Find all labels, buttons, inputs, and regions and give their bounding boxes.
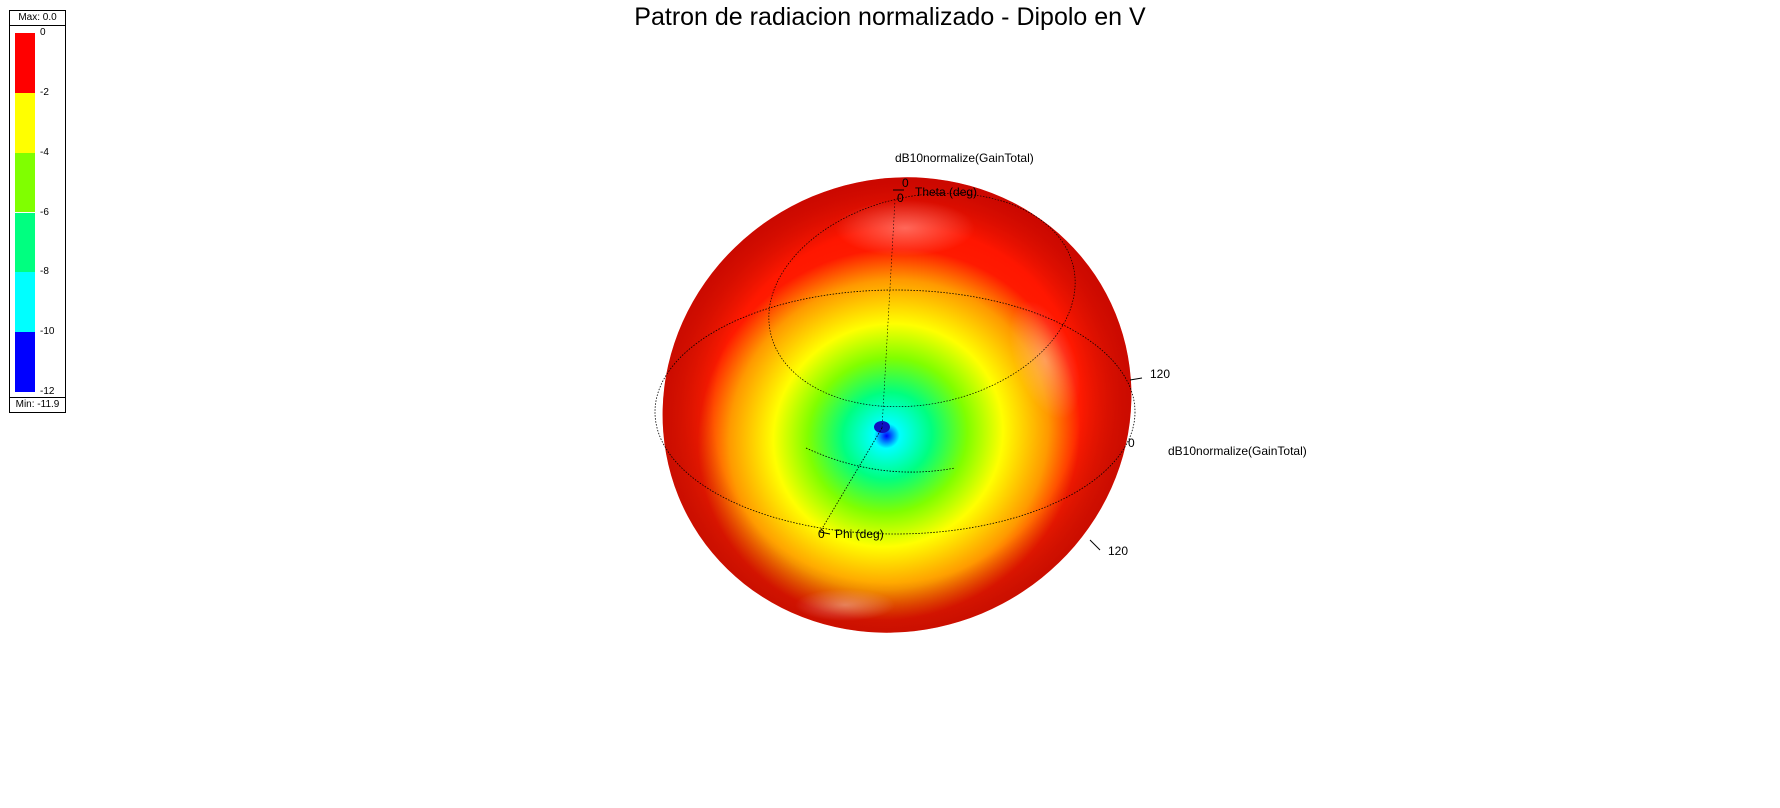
- ring-tick-label-bottom: 120: [1108, 544, 1128, 558]
- colorbar-tick-label: -4: [40, 146, 49, 158]
- tick-mark-phi: [819, 531, 831, 535]
- colorbar-tick-label: -12: [40, 386, 55, 397]
- colorbar-band: [15, 92, 35, 153]
- phi-zero-tick-label: 0: [818, 527, 825, 541]
- colorbar-band: [15, 33, 35, 93]
- phi-reference-ring: [654, 289, 1136, 535]
- radiation-lobe-shading: [662, 177, 1132, 633]
- theta-zero-tick-label: 0: [902, 176, 909, 190]
- phi-axis-label: Phi (deg): [835, 527, 884, 541]
- lobe-highlight-top: [835, 200, 975, 256]
- theta-inner-tick-label: 0: [897, 191, 904, 205]
- theta-reference-ring: [768, 192, 1076, 408]
- ring-tick-label-right: 120: [1150, 367, 1170, 381]
- phi-axis-line: [819, 427, 883, 533]
- colorbar-band: [15, 152, 35, 213]
- colorbar-band: [15, 332, 35, 392]
- theta-quantity-label: dB10normalize(GainTotal): [895, 151, 1034, 165]
- colorbar-max-label: Max: 0.0: [10, 11, 65, 26]
- ring-zero-tick-label: 0: [1128, 436, 1135, 450]
- lobe-highlight-bottom: [795, 589, 895, 621]
- colorbar-tick-label: 0: [40, 27, 46, 38]
- colorbar-min-label: Min: -11.9: [10, 397, 65, 412]
- chart-title: Patron de radiacion normalizado - Dipolo…: [634, 3, 1146, 31]
- tick-mark-right-120: [1129, 377, 1143, 381]
- colorbar-tick-label: -6: [40, 206, 49, 218]
- tick-mark-bottom-120: [1089, 539, 1101, 551]
- colorbar-band: [15, 272, 35, 333]
- inner-arc: [805, 447, 956, 473]
- colorbar-tick-label: -8: [40, 266, 49, 278]
- colorbar-tick-label: -2: [40, 86, 49, 98]
- colorbar-tick-label: -10: [40, 326, 55, 338]
- theta-axis-line: [881, 199, 896, 429]
- lobe-highlight-right: [1009, 300, 1081, 420]
- colorbar-band: [15, 212, 35, 273]
- colorbar-legend: Max: 0.0 0 -2 -4 -6 -8 -10 -12 Min: -11.9: [9, 10, 66, 413]
- phi-quantity-label: dB10normalize(GainTotal): [1168, 444, 1307, 458]
- theta-axis-label: Theta (deg): [915, 185, 977, 199]
